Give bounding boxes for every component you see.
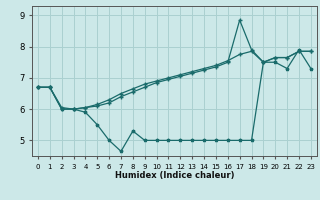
X-axis label: Humidex (Indice chaleur): Humidex (Indice chaleur) xyxy=(115,171,234,180)
